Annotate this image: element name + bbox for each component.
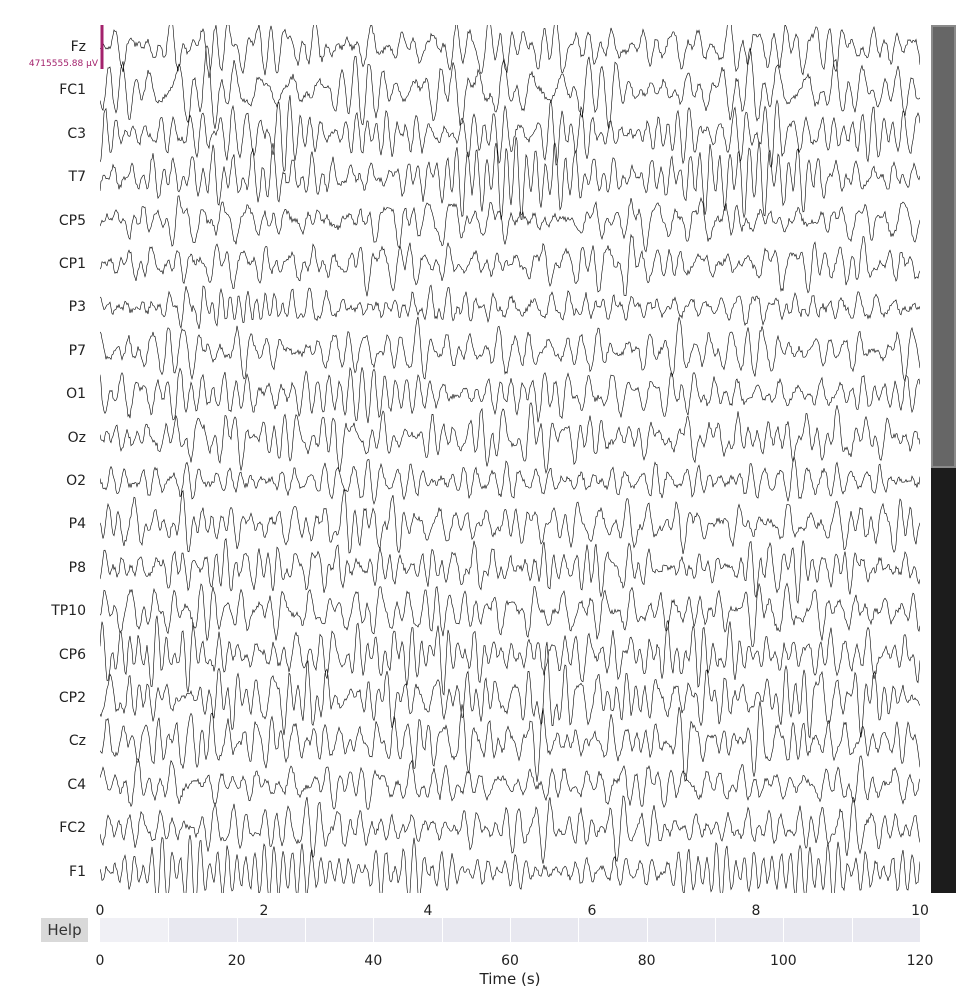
overview-tick-label: 120 <box>906 953 934 969</box>
trace-tp10 <box>100 582 920 648</box>
trace-cp1 <box>100 233 920 297</box>
overview-tick-label: 0 <box>95 953 105 969</box>
channel-label-t7[interactable]: T7 <box>68 169 86 186</box>
time-scrollbar[interactable] <box>100 918 920 942</box>
overview-tick-label: 80 <box>637 953 656 969</box>
trace-c3 <box>100 95 920 172</box>
channel-label-oz[interactable]: Oz <box>67 429 86 446</box>
trace-t7 <box>100 137 920 220</box>
time-tick-label: 10 <box>911 903 929 919</box>
trace-fz <box>100 25 920 79</box>
channel-label-p7[interactable]: P7 <box>68 342 86 359</box>
overview-tick-label: 40 <box>364 953 383 969</box>
trace-c4 <box>100 755 920 810</box>
channel-label-tp10[interactable]: TP10 <box>51 603 86 620</box>
overview-segment-divider <box>783 918 785 942</box>
overview-segment-divider <box>646 918 648 942</box>
overview-tick-label: 100 <box>769 953 797 969</box>
channel-label-cp1[interactable]: CP1 <box>58 256 86 272</box>
overview-segment-divider <box>851 918 853 942</box>
trace-oz <box>100 402 920 474</box>
overview-segment-divider <box>510 918 511 942</box>
trace-p8 <box>100 537 920 605</box>
channel-label-p3[interactable]: P3 <box>68 299 86 316</box>
time-axis-label: Time (s) <box>479 970 541 988</box>
time-tick-label: 2 <box>259 903 269 919</box>
eeg-trace-plot[interactable] <box>100 25 920 893</box>
trace-p7 <box>100 316 920 383</box>
trace-cp6 <box>100 615 920 696</box>
overview-segment-divider <box>168 918 170 942</box>
channel-label-fc1[interactable]: FC1 <box>59 82 86 99</box>
channel-label-p4[interactable]: P4 <box>68 516 86 533</box>
trace-p4 <box>100 488 920 555</box>
time-tick-label: 0 <box>95 903 105 919</box>
channel-label-fz[interactable]: Fz <box>70 39 86 55</box>
overview-segment-divider <box>373 918 375 942</box>
channel-label-c3[interactable]: C3 <box>67 125 86 142</box>
channel-label-cz[interactable]: Cz <box>68 733 86 750</box>
channel-label-o1[interactable]: O1 <box>66 386 86 403</box>
trace-p3 <box>100 284 920 329</box>
time-tick-label: 6 <box>587 903 597 919</box>
time-tick-label: 8 <box>751 903 761 919</box>
overview-segment-divider <box>236 918 238 942</box>
overview-tick-label: 20 <box>227 953 246 969</box>
trace-o1 <box>100 366 920 424</box>
trace-fc1 <box>100 45 920 129</box>
overview-tick-label: 60 <box>501 953 519 969</box>
overview-segment-divider <box>305 918 306 942</box>
trace-cp2 <box>100 641 920 739</box>
scale-bar-label: 4715555.88 µV <box>28 59 98 69</box>
channel-label-fc2[interactable]: FC2 <box>59 820 86 837</box>
trace-cp5 <box>100 195 920 253</box>
time-scrollbar-thumb[interactable] <box>100 918 169 942</box>
channel-label-p8[interactable]: P8 <box>68 559 86 576</box>
trace-f1 <box>100 835 920 893</box>
help-button[interactable]: Help <box>41 918 88 942</box>
trace-cz <box>100 701 920 782</box>
channel-scrollbar-thumb[interactable] <box>931 25 956 468</box>
channel-label-cp5[interactable]: CP5 <box>58 212 86 229</box>
trace-fc2 <box>100 795 920 864</box>
eeg-traces-svg <box>100 25 920 893</box>
overview-segment-divider <box>715 918 716 942</box>
trace-o2 <box>100 456 920 505</box>
channel-label-cp6[interactable]: CP6 <box>58 646 86 663</box>
channel-scrollbar[interactable] <box>931 25 956 893</box>
channel-label-o2[interactable]: O2 <box>66 473 86 489</box>
channel-label-cp2[interactable]: CP2 <box>58 690 86 706</box>
overview-segment-divider <box>441 918 443 942</box>
channel-label-c4[interactable]: C4 <box>67 776 86 793</box>
channel-label-f1[interactable]: F1 <box>69 863 86 880</box>
overview-segment-divider <box>578 918 580 942</box>
time-tick-label: 4 <box>423 903 433 919</box>
